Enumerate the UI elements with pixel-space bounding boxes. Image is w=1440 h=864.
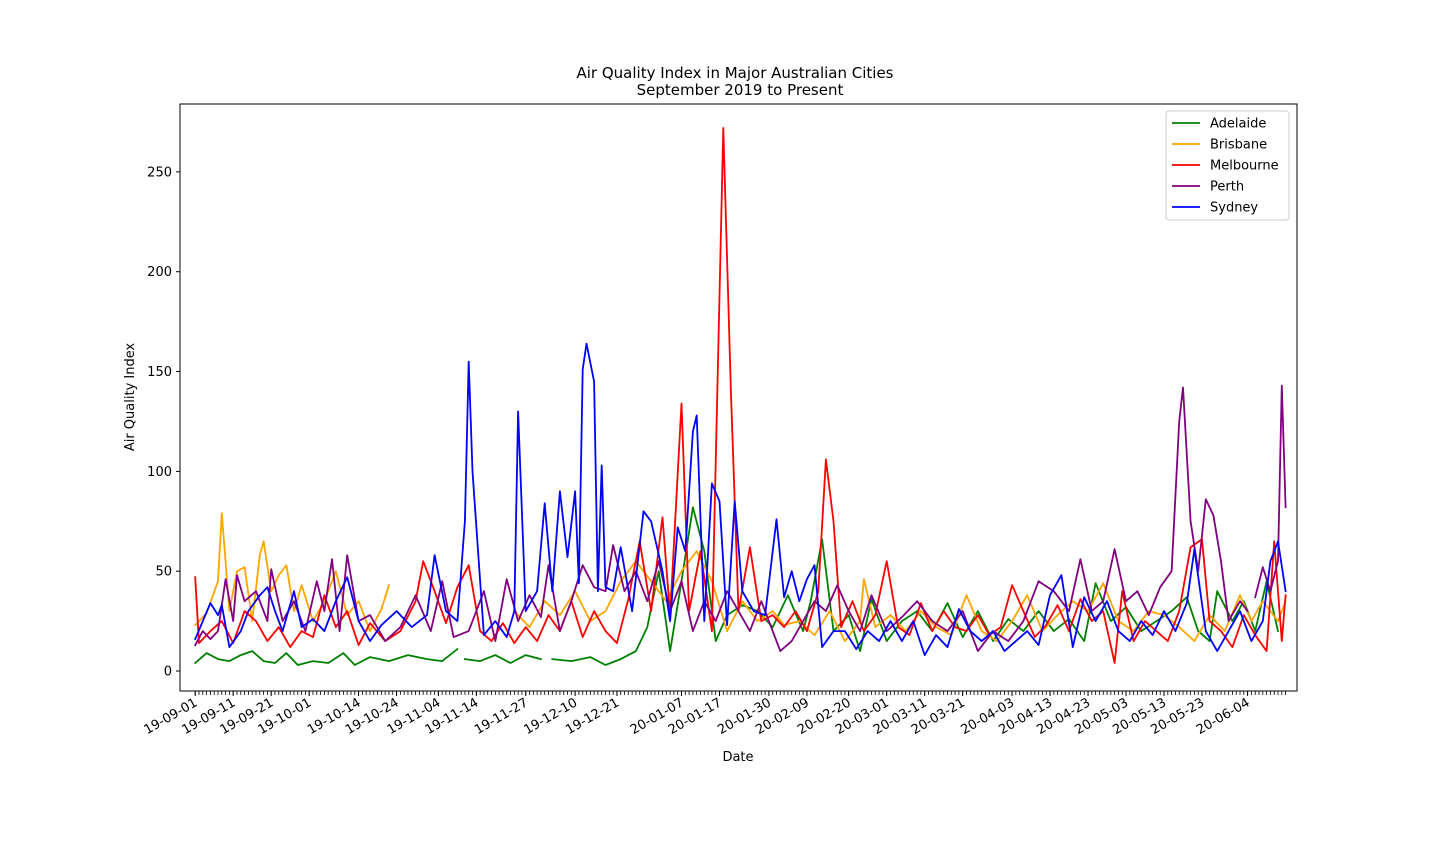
y-tick-label: 200 (147, 265, 172, 280)
y-tick-label: 0 (164, 665, 172, 680)
series-line-sydney (194, 342, 1287, 656)
y-tick-label: 100 (147, 465, 172, 480)
y-tick-label: 250 (147, 165, 172, 180)
y-axis: 0 50 100 150 200 250 (147, 165, 180, 680)
y-axis-title: Air Quality Index (123, 343, 138, 452)
legend: Adelaide Brisbane Melbourne Perth Sydney (1165, 110, 1290, 221)
series-line-melbourne (194, 127, 1287, 664)
x-axis-title: Date (722, 750, 753, 765)
legend-box (1165, 110, 1290, 221)
y-tick-label: 50 (155, 565, 172, 580)
legend-label-brisbane: Brisbane (1210, 138, 1267, 153)
legend-entries: Adelaide Brisbane Melbourne Perth Sydney (1172, 117, 1279, 216)
series-line-adelaide (193, 506, 1280, 666)
chart-title: Air Quality Index in Major Australian Ci… (576, 64, 893, 82)
legend-label-sydney: Sydney (1210, 201, 1258, 216)
series-layer (193, 127, 1287, 666)
plot-frame (179, 103, 1298, 692)
y-tick-label: 150 (147, 365, 172, 380)
legend-label-melbourne: Melbourne (1210, 159, 1279, 174)
legend-label-perth: Perth (1210, 180, 1244, 195)
chart-subtitle: September 2019 to Present (637, 81, 844, 99)
legend-label-adelaide: Adelaide (1210, 117, 1266, 132)
series-line-perth (193, 384, 1287, 652)
